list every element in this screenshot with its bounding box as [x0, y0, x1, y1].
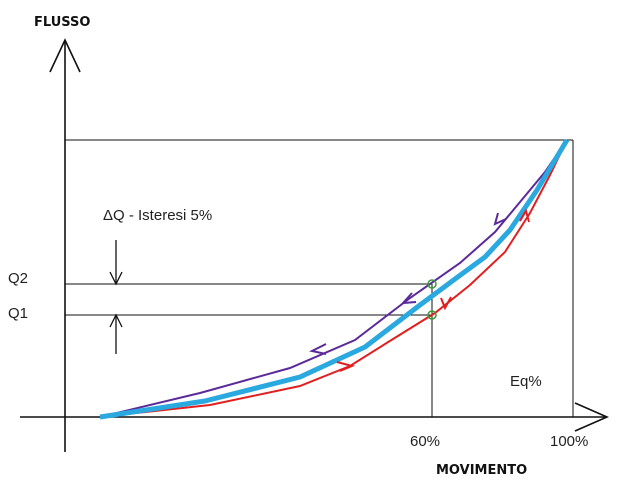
- y-axis-title: FLUSSO: [34, 15, 90, 30]
- opening-direction-arrow-3: [519, 208, 530, 223]
- up-arrow-head: [109, 313, 123, 328]
- opening-direction-arrow-1: [336, 361, 356, 372]
- closing-direction-arrow-3: [493, 212, 507, 226]
- x-axis-arrowhead: [574, 402, 609, 432]
- curve-type-label: Eq%: [510, 373, 542, 390]
- opening-curve: [99, 139, 568, 418]
- q1-marker: [427, 310, 437, 320]
- q1-label: Q1: [8, 305, 28, 322]
- x-axis-title: MOVIMENTO: [436, 463, 527, 478]
- x-tick-60: 60%: [410, 433, 440, 450]
- x-tick-100: 100%: [550, 433, 588, 450]
- closing-direction-arrow-2: [309, 343, 327, 355]
- q2-marker: [427, 279, 437, 289]
- y-axis-arrowhead: [49, 38, 81, 73]
- main-curve: [99, 138, 570, 420]
- closing-direction-arrow-1: [400, 292, 417, 305]
- delta-q-label: ΔQ - Isteresi 5%: [103, 207, 212, 224]
- axes: [20, 38, 609, 452]
- opening-direction-arrow-2: [440, 296, 452, 311]
- down-arrow-head: [109, 271, 123, 286]
- q2-label: Q2: [8, 270, 28, 287]
- reference-lines: [65, 139, 574, 417]
- delta-q-arrows: [109, 240, 123, 354]
- closing-curve: [99, 139, 568, 418]
